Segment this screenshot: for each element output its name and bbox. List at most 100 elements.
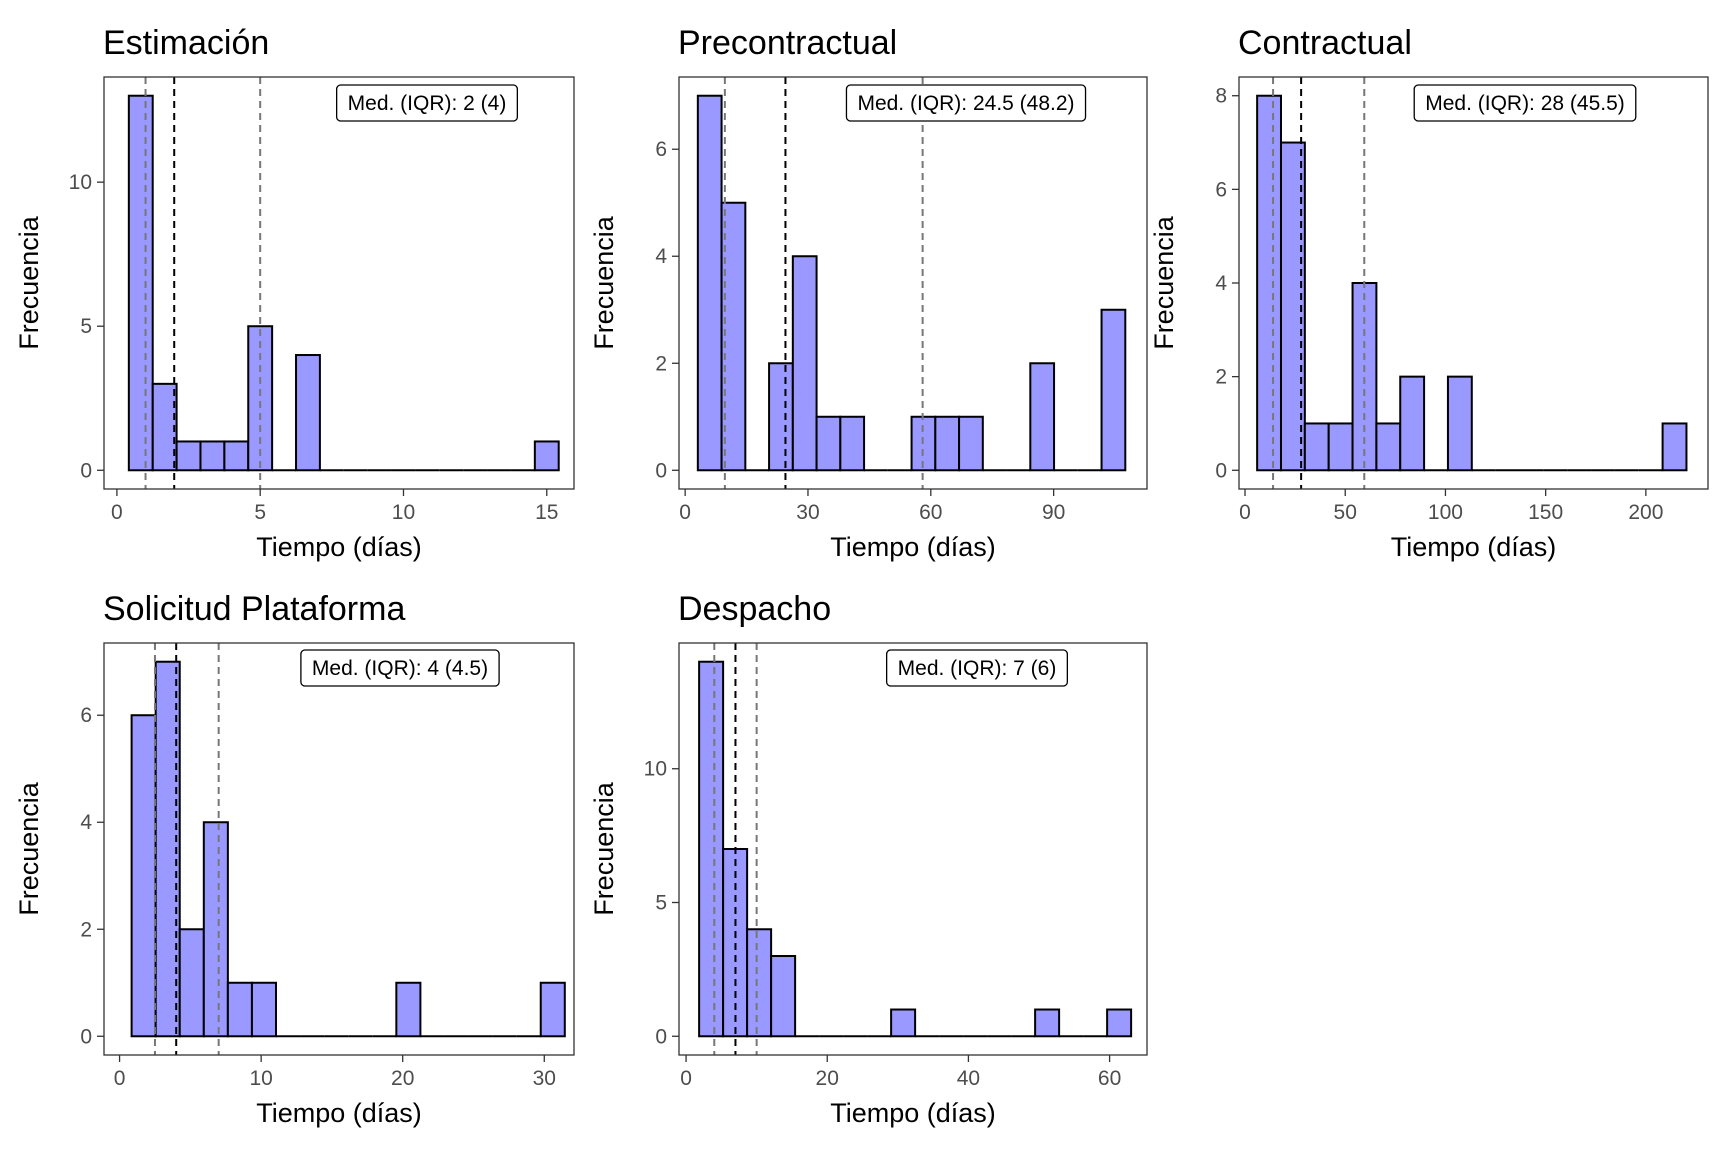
- histogram-bar: [127, 94, 154, 472]
- median-iqr-label-box: [845, 84, 1087, 122]
- x-tick-label: 0: [114, 1067, 126, 1090]
- panel-title: Contractual: [1238, 24, 1412, 62]
- histogram-bar: [1100, 308, 1127, 472]
- histogram-bar: [890, 1008, 917, 1038]
- histogram-bar: [178, 928, 205, 1038]
- x-tick-label: 200: [1628, 501, 1663, 524]
- y-axis-title: Frecuencia: [14, 781, 44, 916]
- x-axis-title: Tiempo (días): [830, 532, 996, 562]
- panel-5: Despacho 0 20 40 60 0 5 10 Tiempo (días) Frecuenc…: [589, 590, 1148, 1128]
- histogram-bar: [791, 255, 818, 472]
- median-iqr-label-box: [1413, 84, 1637, 122]
- x-tick-label: 20: [391, 1067, 414, 1090]
- x-tick-label: 20: [816, 1067, 839, 1090]
- histogram-bar: [130, 714, 157, 1038]
- y-tick-label: 6: [80, 704, 92, 727]
- histogram-bar: [1256, 94, 1282, 472]
- y-tick-label: 5: [80, 315, 92, 338]
- histogram-bar: [815, 415, 842, 472]
- x-tick-label: 60: [919, 501, 942, 524]
- histogram-bar: [250, 981, 278, 1038]
- y-tick-label: 6: [1215, 178, 1227, 201]
- x-tick-label: 0: [111, 501, 123, 524]
- y-tick-label: 0: [655, 1025, 667, 1048]
- histogram-bar: [539, 981, 566, 1038]
- median-iqr-label: Med. (IQR): 28 (45.5): [1425, 92, 1625, 115]
- x-axis-title: Tiempo (días): [256, 532, 422, 562]
- x-axis-title: Tiempo (días): [830, 1098, 996, 1128]
- histogram-bar: [770, 955, 797, 1038]
- histogram-bar: [199, 440, 226, 472]
- histogram-bar: [247, 325, 274, 472]
- histogram-bar: [696, 94, 723, 472]
- median-iqr-label-box: [885, 649, 1069, 687]
- y-axis-title: Frecuencia: [14, 215, 44, 350]
- y-tick-label: 0: [80, 459, 92, 482]
- x-tick-label: 0: [680, 1067, 692, 1090]
- histogram-bar: [1034, 1008, 1061, 1038]
- panel-border: [103, 76, 575, 490]
- histogram-bar: [1327, 422, 1354, 472]
- y-tick-label: 0: [80, 1025, 92, 1048]
- histogram-bar: [1446, 375, 1473, 472]
- histogram-bar: [202, 821, 229, 1038]
- panel-border: [678, 642, 1148, 1056]
- histogram-bar: [533, 440, 560, 472]
- median-iqr-label-box: [335, 84, 519, 122]
- x-axis-title: Tiempo (días): [1391, 532, 1557, 562]
- y-tick-label: 6: [655, 138, 667, 161]
- median-iqr-label: Med. (IQR): 2 (4): [348, 92, 507, 115]
- y-tick-label: 4: [80, 811, 92, 834]
- x-tick-label: 60: [1098, 1067, 1121, 1090]
- median-iqr-label: Med. (IQR): 4 (4.5): [312, 657, 488, 680]
- histogram-bar: [768, 362, 794, 472]
- y-axis-title: Frecuencia: [1149, 215, 1179, 350]
- y-tick-label: 4: [655, 245, 667, 268]
- x-tick-label: 40: [957, 1067, 980, 1090]
- y-tick-label: 4: [1215, 272, 1227, 295]
- x-tick-label: 5: [254, 501, 266, 524]
- histogram-bar: [720, 201, 747, 472]
- panel-title: Estimación: [103, 24, 269, 62]
- histogram-bar: [1303, 422, 1330, 472]
- panel-1: Estimación 0 5 10 15 0 5 10 Tiempo (días) Frecuen…: [14, 24, 575, 562]
- panel-4: Solicitud Plataforma 0 10 20 30 0 2 4 6 Tiempo (d…: [14, 590, 575, 1128]
- x-tick-label: 30: [796, 501, 819, 524]
- histogram-bar: [295, 354, 321, 472]
- histogram-bar: [395, 981, 422, 1038]
- y-tick-label: 2: [80, 918, 92, 941]
- panel-border: [678, 76, 1148, 490]
- histogram-bar: [1375, 422, 1402, 472]
- y-tick-label: 2: [1215, 366, 1227, 389]
- x-axis-title: Tiempo (días): [256, 1098, 422, 1128]
- histogram-bar: [1279, 141, 1306, 472]
- median-iqr-label-box: [300, 649, 500, 687]
- y-axis-title: Frecuencia: [589, 215, 619, 350]
- histogram-bar: [1029, 362, 1056, 472]
- x-tick-label: 10: [249, 1067, 272, 1090]
- y-tick-label: 5: [655, 892, 667, 915]
- x-tick-label: 50: [1334, 501, 1357, 524]
- histogram-bar: [839, 415, 866, 472]
- y-tick-label: 10: [69, 171, 92, 194]
- histogram-bar: [151, 382, 178, 472]
- panel-2: Precontractual 0 30 60 90 0 2 4 6 Tiempo (días) Fr…: [589, 24, 1148, 562]
- x-tick-label: 10: [392, 501, 415, 524]
- x-tick-label: 0: [1239, 501, 1251, 524]
- histogram-bar: [175, 440, 202, 472]
- histogram-bar: [698, 660, 725, 1038]
- y-tick-label: 10: [644, 758, 667, 781]
- histogram-bar: [1399, 375, 1426, 472]
- x-tick-label: 30: [533, 1067, 556, 1090]
- histogram-bar: [1661, 422, 1688, 472]
- y-tick-label: 2: [655, 352, 667, 375]
- y-tick-label: 0: [1215, 459, 1227, 482]
- x-tick-label: 0: [679, 501, 691, 524]
- median-iqr-label: Med. (IQR): 7 (6): [898, 657, 1057, 680]
- histogram-bar: [223, 440, 250, 472]
- histogram-bar: [746, 928, 773, 1038]
- panel-border: [103, 642, 575, 1056]
- x-tick-label: 100: [1428, 501, 1463, 524]
- histogram-bar: [1106, 1008, 1133, 1038]
